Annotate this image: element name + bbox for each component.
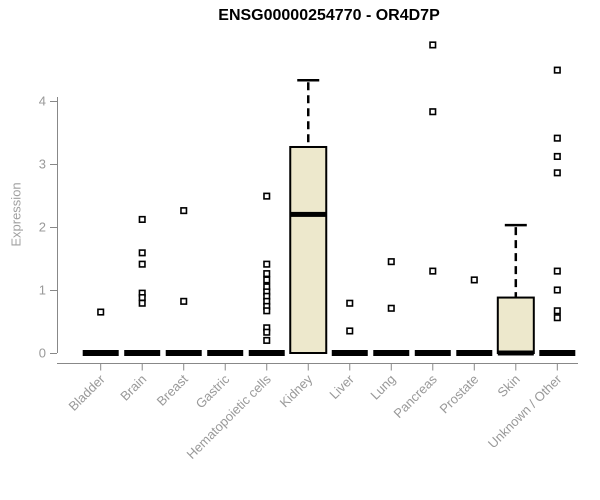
median-line-skin xyxy=(497,350,534,356)
outlier-point-unknown-other xyxy=(553,169,561,177)
x-category-label-gastric: Gastric xyxy=(193,371,233,411)
chart-title: ENSG00000254770 - OR4D7P xyxy=(218,7,440,24)
y-tick-label: 1 xyxy=(39,283,46,298)
zero-bar-brain xyxy=(124,350,161,356)
outlier-point-hematopoietic-cells xyxy=(263,260,271,268)
outlier-point-brain xyxy=(138,215,146,223)
x-category-label-kidney: Kidney xyxy=(277,371,316,410)
zero-bar-prostate xyxy=(456,350,493,356)
outlier-point-pancreas xyxy=(429,108,437,116)
outlier-point-pancreas xyxy=(429,267,437,275)
x-category-label-breast: Breast xyxy=(154,371,191,408)
box-skin xyxy=(496,296,535,354)
y-tick-label: 4 xyxy=(39,94,46,109)
outlier-point-lung xyxy=(387,258,395,266)
outlier-point-prostate xyxy=(470,276,478,284)
zero-bar-lung xyxy=(373,350,410,356)
zero-bar-breast xyxy=(165,350,202,356)
x-category-label-skin: Skin xyxy=(494,372,522,400)
outlier-point-brain xyxy=(138,260,146,268)
x-category-label-liver: Liver xyxy=(326,371,357,402)
outlier-point-brain xyxy=(138,299,146,307)
zero-bar-unknown-other xyxy=(539,350,576,356)
outlier-point-brain xyxy=(138,249,146,257)
zero-bar-pancreas xyxy=(414,350,451,356)
y-tick-label: 0 xyxy=(39,346,46,361)
outlier-point-hematopoietic-cells xyxy=(263,336,271,344)
outlier-point-hematopoietic-cells xyxy=(263,307,271,315)
y-tick-label: 2 xyxy=(39,220,46,235)
y-tick-label: 3 xyxy=(39,157,46,172)
outlier-point-brain xyxy=(138,294,146,302)
outlier-point-unknown-other xyxy=(553,286,561,294)
box-kidney xyxy=(289,145,328,354)
outlier-point-breast xyxy=(180,297,188,305)
outlier-point-pancreas xyxy=(429,41,437,49)
outlier-point-lung xyxy=(387,304,395,312)
outlier-point-liver xyxy=(346,327,354,335)
outlier-point-unknown-other xyxy=(553,267,561,275)
x-category-label-bladder: Bladder xyxy=(66,371,109,414)
zero-bar-liver xyxy=(331,350,368,356)
outlier-point-unknown-other xyxy=(553,66,561,74)
x-category-label-pancreas: Pancreas xyxy=(390,371,440,421)
x-category-label-prostate: Prostate xyxy=(437,372,482,417)
x-category-label-brain: Brain xyxy=(117,372,149,404)
median-line-kidney xyxy=(290,211,327,217)
outlier-point-hematopoietic-cells xyxy=(263,328,271,336)
zero-bar-gastric xyxy=(207,350,244,356)
outlier-point-unknown-other xyxy=(553,152,561,160)
outlier-point-bladder xyxy=(97,308,105,316)
outlier-point-hematopoietic-cells xyxy=(263,192,271,200)
outlier-point-breast xyxy=(180,207,188,215)
outlier-point-hematopoietic-cells xyxy=(263,270,271,278)
outlier-point-unknown-other xyxy=(553,134,561,142)
outlier-point-unknown-other xyxy=(553,314,561,322)
x-category-label-lung: Lung xyxy=(367,372,398,403)
outlier-point-liver xyxy=(346,299,354,307)
x-category-label-unknown-other: Unknown / Other xyxy=(485,371,565,451)
zero-bar-hematopoietic-cells xyxy=(248,350,285,356)
zero-bar-bladder xyxy=(82,350,119,356)
outlier-point-hematopoietic-cells xyxy=(263,276,271,284)
outlier-point-unknown-other xyxy=(553,307,561,315)
